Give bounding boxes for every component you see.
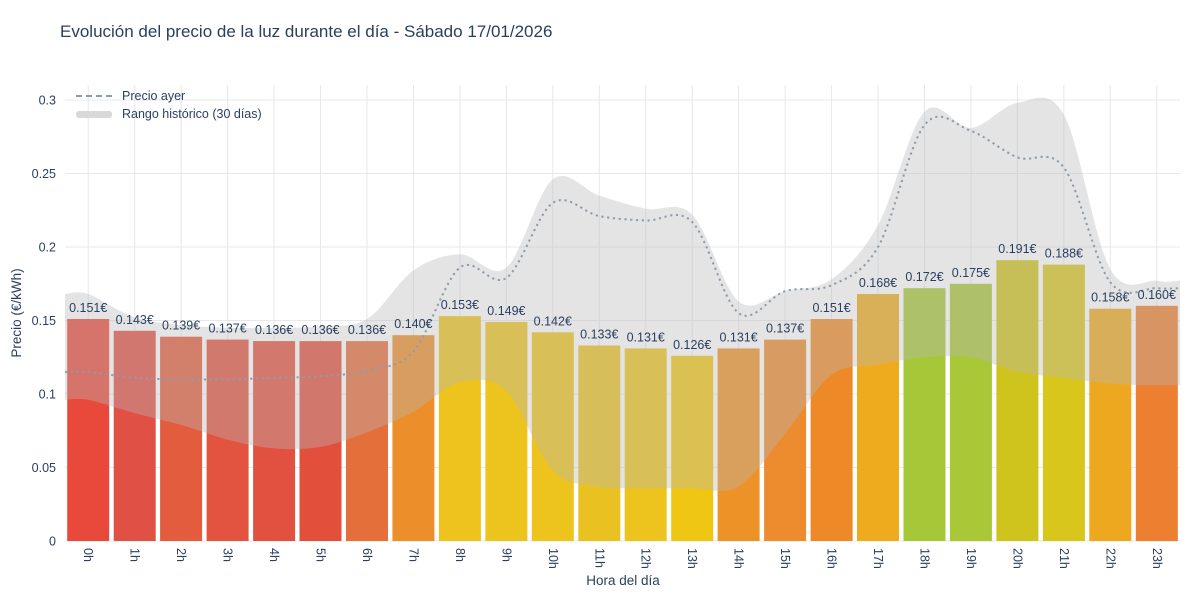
- price-bars: [67, 260, 1178, 542]
- x-tick-16h: 16h: [825, 548, 839, 569]
- bar-value-label-9h: 0.149€: [487, 304, 525, 318]
- y-axis-ticks: 0 0.05 0.1 0.15 0.2 0.25 0.3: [32, 94, 56, 549]
- bar-value-label-20h: 0.191€: [998, 242, 1036, 256]
- bar-value-label-10h: 0.142€: [534, 314, 572, 328]
- x-tick-10h: 10h: [546, 548, 560, 569]
- bar-value-label-16h: 0.151€: [812, 301, 850, 315]
- bar-value-label-6h: 0.136€: [348, 323, 386, 337]
- x-tick-7h: 7h: [406, 548, 420, 562]
- x-tick-17h: 17h: [871, 548, 885, 569]
- bar-value-labels: 0.151€ 0.143€ 0.139€ 0.137€ 0.136€ 0.136€ 0.13…: [69, 242, 1176, 352]
- x-tick-1h: 1h: [128, 548, 142, 562]
- legend-label-precio-ayer: Precio ayer: [122, 89, 186, 103]
- x-tick-8h: 8h: [453, 548, 467, 562]
- x-tick-6h: 6h: [360, 548, 374, 562]
- x-axis-ticks: 0h 1h 2h 3h 4h 5h 6h 7h 8h 9h 10h 11h 12h 13h 14h 15h 16…: [81, 548, 1164, 569]
- x-tick-9h: 9h: [499, 548, 513, 562]
- price-bar-0h[interactable]: [67, 319, 110, 541]
- band-swatch: [76, 110, 112, 118]
- bar-value-label-21h: 0.188€: [1045, 247, 1083, 261]
- bar-value-label-15h: 0.137€: [766, 322, 804, 336]
- x-tick-22h: 22h: [1103, 548, 1117, 569]
- x-tick-0h: 0h: [81, 548, 95, 562]
- price-bar-1h[interactable]: [113, 330, 156, 541]
- bar-value-label-2h: 0.139€: [162, 319, 200, 333]
- bar-value-label-5h: 0.136€: [301, 323, 339, 337]
- axis-titles: Hora del día Precio (€/kWh): [9, 268, 660, 588]
- x-tick-11h: 11h: [592, 548, 606, 568]
- price-bar-16h[interactable]: [810, 319, 853, 541]
- historical-range-area: [65, 97, 1180, 491]
- y-tick-0.15: 0.15: [32, 314, 56, 328]
- bar-value-label-8h: 0.153€: [441, 298, 479, 312]
- price-bar-17h[interactable]: [857, 294, 899, 541]
- price-bar-6h[interactable]: [346, 341, 388, 541]
- price-bar-19h[interactable]: [949, 283, 992, 542]
- price-bar-4h[interactable]: [253, 341, 296, 541]
- chart-title: Evolución del precio de la luz durante e…: [60, 22, 553, 41]
- price-bar-7h[interactable]: [392, 335, 435, 541]
- x-tick-14h: 14h: [732, 548, 746, 569]
- x-tick-21h: 21h: [1057, 548, 1071, 569]
- price-bar-12h[interactable]: [624, 348, 667, 541]
- legend-label-rango-historico: Rango histórico (30 días): [122, 107, 262, 121]
- price-bar-21h[interactable]: [1042, 264, 1085, 541]
- price-bar-14h[interactable]: [717, 348, 760, 541]
- price-bar-22h[interactable]: [1089, 308, 1132, 541]
- y-tick-0: 0: [49, 535, 56, 549]
- x-tick-5h: 5h: [314, 548, 328, 562]
- price-bar-10h[interactable]: [531, 332, 574, 541]
- price-bar-9h[interactable]: [485, 322, 528, 541]
- y-tick-0.1: 0.1: [39, 388, 56, 402]
- price-bar-20h[interactable]: [996, 260, 1039, 541]
- y-tick-0.2: 0.2: [39, 241, 56, 255]
- legend-item-rango-historico[interactable]: Rango histórico (30 días): [76, 107, 262, 121]
- x-tick-15h: 15h: [778, 548, 792, 569]
- price-bar-8h[interactable]: [438, 316, 481, 541]
- dashed-line-swatch: [76, 95, 112, 97]
- historical-range-band: [65, 97, 1180, 491]
- bar-value-label-17h: 0.168€: [859, 276, 897, 290]
- price-bar-2h[interactable]: [160, 336, 203, 541]
- price-bar-18h[interactable]: [903, 288, 946, 541]
- bar-value-label-7h: 0.140€: [394, 317, 432, 331]
- chart-legend: Precio ayer Rango histórico (30 días): [76, 89, 262, 121]
- price-bar-15h[interactable]: [764, 339, 807, 541]
- bar-value-label-23h: 0.160€: [1138, 288, 1176, 302]
- y-tick-0.25: 0.25: [32, 167, 56, 181]
- bar-value-label-1h: 0.143€: [116, 313, 154, 327]
- bar-value-label-4h: 0.136€: [255, 323, 293, 337]
- legend-item-precio-ayer[interactable]: Precio ayer: [76, 89, 262, 103]
- price-bar-23h[interactable]: [1135, 305, 1178, 541]
- x-tick-13h: 13h: [685, 548, 699, 569]
- x-tick-23h: 23h: [1150, 548, 1164, 569]
- x-tick-19h: 19h: [964, 548, 978, 569]
- y-axis-title: Precio (€/kWh): [9, 268, 24, 357]
- bar-value-label-14h: 0.131€: [719, 330, 757, 344]
- bar-value-label-12h: 0.131€: [627, 330, 665, 344]
- bar-value-label-13h: 0.126€: [673, 338, 711, 352]
- x-tick-12h: 12h: [639, 548, 653, 569]
- y-tick-0.05: 0.05: [32, 461, 56, 475]
- bar-value-label-19h: 0.175€: [952, 266, 990, 280]
- bar-value-label-22h: 0.158€: [1091, 291, 1129, 305]
- x-tick-2h: 2h: [174, 548, 188, 562]
- bar-value-label-18h: 0.172€: [905, 270, 943, 284]
- y-tick-0.3: 0.3: [39, 94, 56, 108]
- x-tick-3h: 3h: [221, 548, 235, 562]
- x-axis-title: Hora del día: [586, 573, 660, 588]
- x-tick-18h: 18h: [918, 548, 932, 569]
- price-bar-13h[interactable]: [671, 355, 714, 541]
- bar-value-label-11h: 0.133€: [580, 328, 618, 342]
- bar-value-label-3h: 0.137€: [208, 322, 246, 336]
- price-bar-11h[interactable]: [578, 345, 621, 542]
- x-tick-4h: 4h: [267, 548, 281, 562]
- price-bar-3h[interactable]: [206, 339, 249, 541]
- price-bar-5h[interactable]: [299, 341, 342, 541]
- x-tick-20h: 20h: [1010, 548, 1024, 569]
- bar-value-label-0h: 0.151€: [69, 301, 107, 315]
